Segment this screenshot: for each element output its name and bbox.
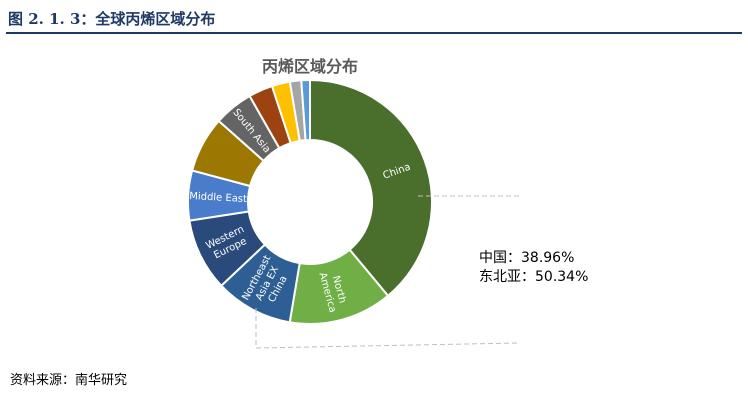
callout-bracket-line: [255, 308, 520, 349]
figure-header: 图 2. 1. 3：全球丙烯区域分布: [6, 6, 742, 34]
callout-group: 中国：38.96% 东北亚：50.34%: [255, 195, 588, 349]
figure-caption: 图 2. 1. 3：全球丙烯区域分布: [8, 10, 216, 28]
annotation-china-share: 中国：38.96%: [479, 250, 574, 266]
chart-title: 丙烯区域分布: [262, 57, 358, 76]
slice-label-middle-east: Middle East: [189, 191, 247, 205]
source-note: 资料来源：南华研究: [10, 373, 128, 388]
slice-china: [309, 78, 433, 298]
annotation-northeast-asia-share: 东北亚：50.34%: [479, 269, 588, 285]
slice-unlabeled-10: [300, 78, 311, 142]
slice-group: [187, 78, 433, 325]
chart-area: 丙烯区域分布 China NorthAmerica NortheastAsia EX…: [0, 34, 748, 364]
